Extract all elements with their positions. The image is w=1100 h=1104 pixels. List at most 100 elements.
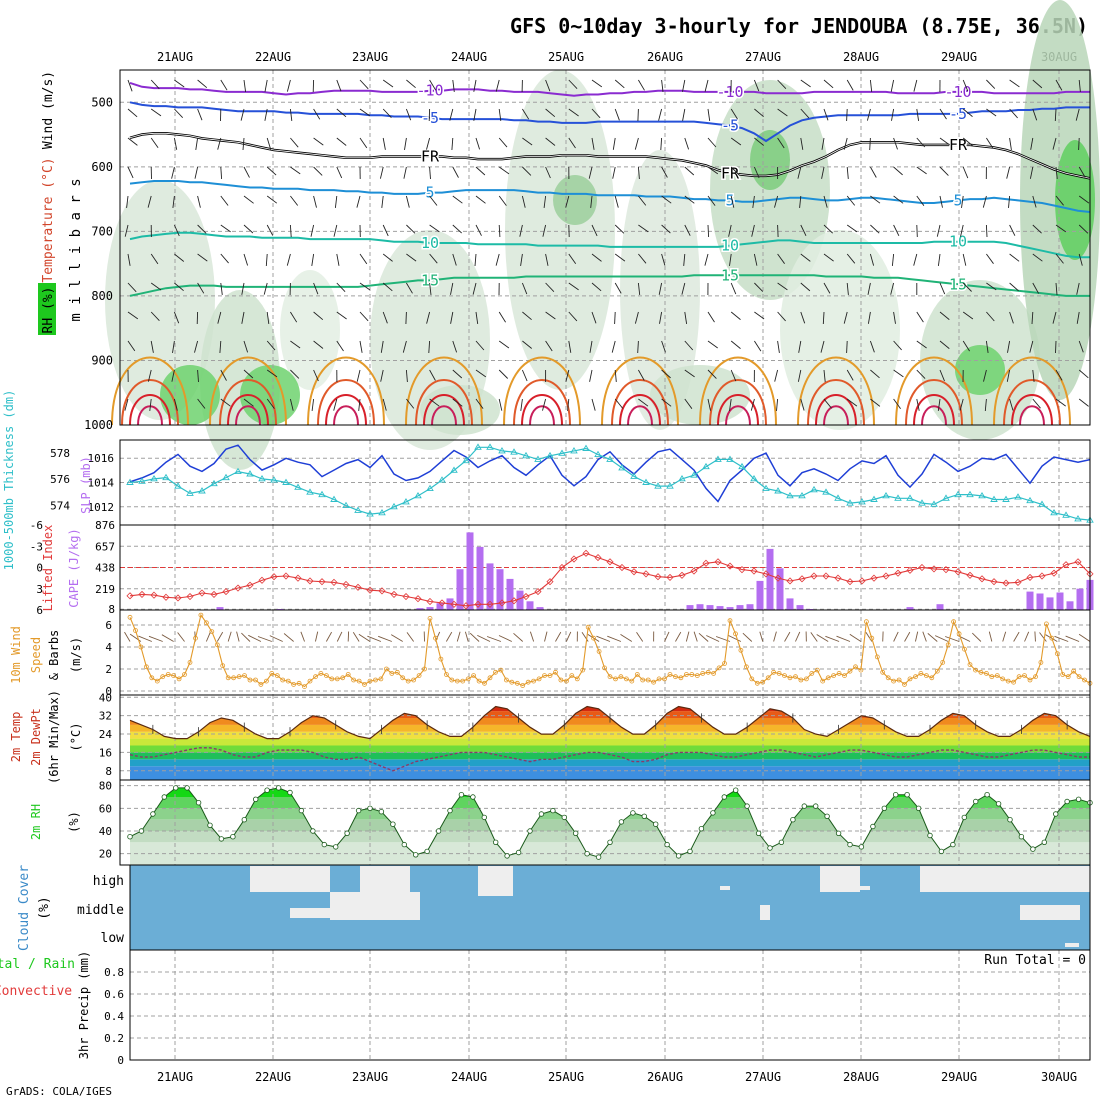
cape-bar [527,601,534,610]
cape-bar [1067,601,1074,610]
temperature-tick-label: 24 [99,728,113,741]
cape-bar [487,563,494,610]
contour-label: 15 [721,266,739,284]
day-label-top: 26AUG [647,50,683,64]
surface-wind-barb [795,632,799,642]
day-label-bottom: 28AUG [843,1070,879,1084]
surface-wind-barb [817,635,828,642]
rh-area [130,780,1090,865]
day-label-bottom: 23AUG [352,1070,388,1084]
day-label-top: 22AUG [255,50,291,64]
precip-tick-label: 0 [117,1054,124,1067]
rh-marker [356,808,361,813]
humidity-shading [955,345,1005,395]
contour-label: -5 [421,109,439,127]
wind-barb [406,312,407,324]
day-label-top: 28AUG [843,50,879,64]
surface-wind-barb [301,632,305,642]
temperature-band [130,704,1090,711]
middle-cloud-block [760,905,770,920]
surface-wind-barb [270,636,283,642]
rh-marker [699,826,704,831]
rh-band [130,808,1090,819]
rh-marker [173,786,178,791]
cape-bar [507,579,514,610]
precip-axis-label: 3hr Precip (mm) [77,951,91,1059]
contour-label: -10 [716,83,743,101]
panel-frame [130,950,1090,1060]
high-cloud-block [920,866,1090,892]
rh-marker [539,812,544,817]
surface-wind-barb [760,632,763,642]
surface-wind-barb [545,632,547,642]
contour-label: 10 [721,237,739,255]
surface-wind-barb [125,632,131,641]
rh-marker [162,795,167,800]
day-label-top: 23AUG [352,50,388,64]
surface-wind-barb [607,636,621,641]
cape-bar [787,598,794,610]
temperature-area [130,695,1090,780]
precip-label-convective: Convective [0,984,72,999]
cape-bar [737,605,744,610]
cape-bar [1057,593,1064,611]
rh-marker [779,840,784,845]
day-label-top: 21AUG [157,50,193,64]
surface-wind-barb [178,633,185,642]
surface-wind-barb [407,632,414,641]
cape-bar [767,549,774,610]
rh-band [130,820,1090,831]
millibars-axis-label: m i l l i b a r s [68,178,84,321]
surface-wind-barb [315,632,317,642]
cape-bar [457,569,464,610]
pressure-tick-label: 700 [91,224,113,238]
rh-marker [928,833,933,838]
wind-barb [986,225,987,237]
rh-marker [916,806,921,811]
temperature-tick-label: 8 [105,765,112,778]
cape-bar [707,605,714,610]
rh-marker [128,834,133,839]
surface-wind-barb [621,634,632,641]
humidity-shading [553,175,597,225]
cape-bar [1077,589,1084,610]
cape-bar [517,591,524,610]
contour-label: 10 [949,233,967,251]
wind-axis-label-4: (m/s) [69,637,83,673]
day-label-bottom: 21AUG [157,1070,193,1084]
surface-wind-barb [1003,632,1006,642]
wind-tick-label: 6 [105,619,112,632]
surface-wind-barb [699,633,708,641]
surface-wind-barb [206,632,210,642]
cape-bar [1027,592,1034,610]
wind-barb [1056,341,1057,353]
surface-wind-barb [989,632,992,642]
surface-wind-barb [923,632,927,642]
surface-wind-barb [391,635,403,642]
pressure-tick-label: 800 [91,289,113,303]
rh-marker [196,800,201,805]
surface-wind-barb [228,632,231,642]
surface-wind-barb [284,634,294,642]
rh-marker [368,806,373,811]
cape-bar [687,605,694,610]
surface-wind-barb [477,635,490,641]
rh-marker [528,829,533,834]
thickness-tick-label: 578 [50,447,70,460]
surface-wind-barb [972,633,981,641]
rh-marker [379,809,384,814]
middle-cloud-block [1020,905,1080,920]
rh-marker [596,855,601,860]
rh-marker [745,804,750,809]
surface-wind-barb [241,633,250,641]
rh-marker [905,792,910,797]
cloud-level-label: high [93,874,124,889]
surface-wind-barb [337,632,342,642]
rh-marker [951,842,956,847]
surface-wind-barb [637,632,643,641]
cape-tick-label: 219 [95,583,115,596]
rh-marker [573,831,578,836]
cloud-level-label: middle [77,903,124,918]
temperature-band [130,725,1090,732]
temperature-band [130,766,1090,780]
